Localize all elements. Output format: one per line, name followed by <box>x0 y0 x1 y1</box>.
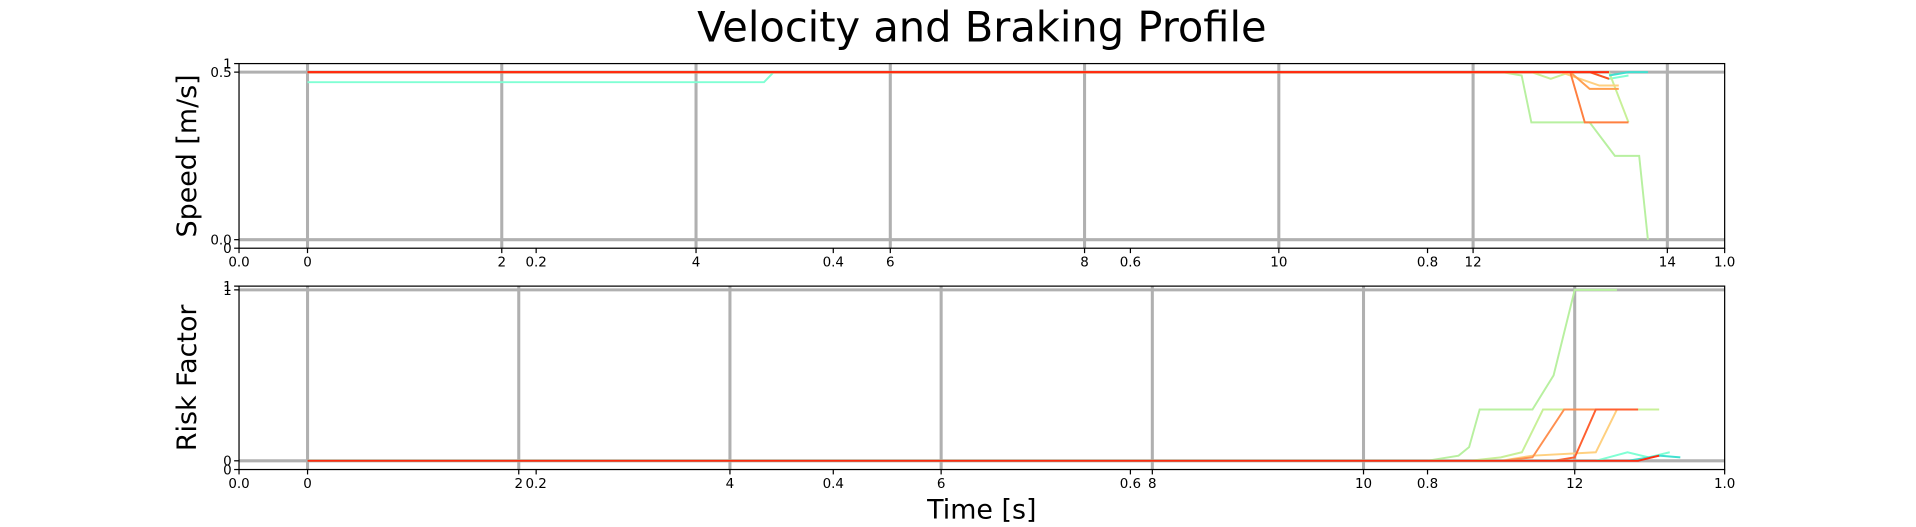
x2-tick-label: 0.8 <box>1417 477 1438 492</box>
x-tick-label: 6 <box>886 256 895 271</box>
x2-tick-label: 0.0 <box>228 477 249 492</box>
x2-tick-label: 0.8 <box>1417 256 1438 271</box>
x-tick-label: 4 <box>692 256 701 271</box>
y-tick-label: 0.0 <box>210 234 231 249</box>
series-line <box>307 71 1629 124</box>
x-tick-label: 14 <box>1659 256 1676 271</box>
y-tick-label: 1 <box>223 284 232 299</box>
x-axis-label: Time [s] <box>926 494 1036 525</box>
series-line <box>307 71 1649 240</box>
x-tick-label: 2 <box>514 477 523 492</box>
series-line <box>307 71 1630 123</box>
x-tick-label: 4 <box>726 477 735 492</box>
x2-tick-label: 0.0 <box>228 256 249 271</box>
y2-tick-label: 0 <box>223 242 232 257</box>
x2-tick-label: 0.2 <box>525 256 546 271</box>
plot-area <box>307 288 1681 462</box>
x-tick-label: 10 <box>1355 477 1372 492</box>
series-line <box>307 71 1619 87</box>
y2-tick-label: 1 <box>223 57 232 72</box>
series-line <box>307 408 1639 462</box>
y-axis-label: Risk Factor <box>172 304 203 452</box>
y2-tick-label: 0 <box>223 463 232 478</box>
x-tick-label: 10 <box>1270 256 1287 271</box>
series-line <box>307 408 1639 462</box>
x-tick-label: 0 <box>303 477 312 492</box>
y-axis-label: Speed [m/s] <box>172 74 203 237</box>
axes-frame <box>238 285 1726 471</box>
series-line <box>1608 71 1648 77</box>
x2-tick-label: 0.6 <box>1120 256 1141 271</box>
x2-tick-label: 0.6 <box>1120 477 1141 492</box>
x2-tick-label: 1.0 <box>1714 477 1735 492</box>
axes-frame <box>238 62 1726 249</box>
x-tick-label: 8 <box>1148 477 1157 492</box>
x2-tick-label: 0.4 <box>823 256 844 271</box>
x-tick-label: 6 <box>937 477 946 492</box>
series-line <box>307 454 1660 462</box>
y-tick-label: 0.5 <box>210 66 231 81</box>
x-tick-label: 0 <box>303 256 312 271</box>
x-tick-label: 12 <box>1465 256 1482 271</box>
x-tick-label: 2 <box>497 256 506 271</box>
y-tick-label: 0 <box>223 455 232 470</box>
y2-tick-label: 1 <box>223 280 232 295</box>
chart-title: Velocity and Braking Profile <box>697 3 1267 52</box>
series-line <box>307 288 1617 462</box>
x-tick-label: 8 <box>1080 256 1089 271</box>
x2-tick-label: 0.4 <box>823 477 844 492</box>
series-line <box>307 71 1619 90</box>
series-line <box>307 408 1660 462</box>
plot-area <box>307 71 1649 240</box>
x-tick-label: 12 <box>1566 477 1583 492</box>
x2-tick-label: 0.2 <box>525 477 546 492</box>
x2-tick-label: 1.0 <box>1714 256 1735 271</box>
series-line <box>307 408 1639 462</box>
